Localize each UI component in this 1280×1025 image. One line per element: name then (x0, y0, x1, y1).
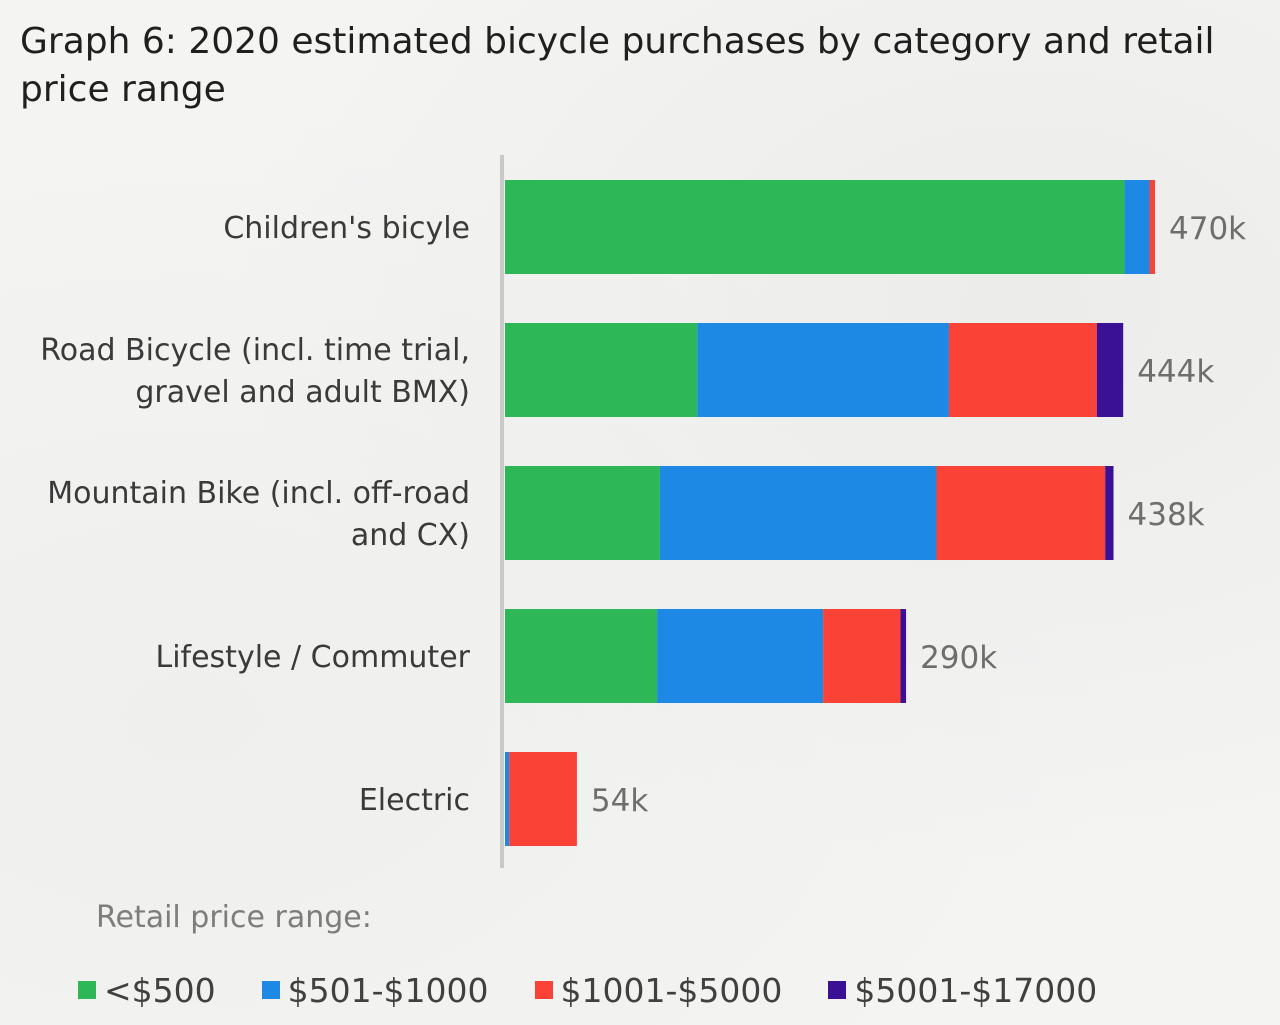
category-label: Road Bicycle (incl. time trial, (40, 333, 470, 368)
bar-segment (505, 323, 698, 417)
legend-swatch (261, 981, 280, 999)
total-value-label: 438k (1128, 497, 1205, 533)
legend-label: <$500 (104, 970, 216, 1010)
total-value-label: 470k (1169, 211, 1246, 247)
bar-segment (505, 609, 658, 703)
category-label: Mountain Bike (incl. off-road (47, 476, 470, 511)
total-value-label: 54k (591, 783, 648, 819)
bar-segment (948, 323, 1097, 417)
chart-title: Graph 6: 2020 estimated bicycle purchase… (20, 21, 1215, 110)
legend-title: Retail price range: (96, 900, 372, 935)
legend-item: <$500 (78, 971, 216, 1010)
bar-segment (900, 609, 907, 703)
legend-label: $5001-$17000 (854, 970, 1098, 1010)
bar-segment (509, 752, 577, 846)
bar-segment (1096, 323, 1124, 417)
legend-swatch (78, 981, 96, 999)
bar-segment (1124, 180, 1150, 274)
legend-label: $1001-$5000 (560, 970, 783, 1010)
bar-segment (697, 323, 949, 417)
bar-segment (505, 466, 660, 560)
legend-item: $1001-$5000 (534, 970, 783, 1010)
bar-segment (659, 466, 937, 560)
total-value-label: 290k (920, 640, 997, 676)
bar-segment (1149, 180, 1155, 274)
bar-segment (657, 609, 824, 703)
bar-segment (505, 180, 1125, 274)
category-label: Lifestyle / Commuter (155, 640, 470, 675)
bar-chart: Children's bicyle 470k Road Bicycle (incl.… (40, 155, 1246, 868)
category-label: Electric (359, 783, 470, 818)
category-label: and CX) (351, 518, 470, 553)
legend: <$500 $501-$1000 $1001-$5000 $5001-$17000 (78, 968, 1097, 1012)
category-label: Children's bicyle (223, 211, 470, 246)
legend-item: $5001-$17000 (828, 971, 1097, 1010)
legend-label: $501-$1000 (287, 970, 489, 1010)
legend-swatch (534, 981, 553, 999)
bar-segment (1105, 466, 1114, 560)
legend-item: $501-$1000 (261, 970, 489, 1010)
category-label: gravel and adult BMX) (135, 375, 470, 410)
bar-segment (936, 466, 1106, 560)
bar-segment (505, 752, 510, 846)
legend-swatch (828, 981, 847, 999)
bar-segment (823, 609, 901, 703)
total-value-label: 444k (1137, 354, 1214, 390)
